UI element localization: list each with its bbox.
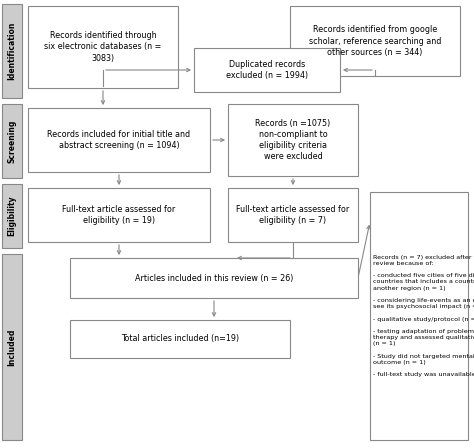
Bar — [28, 6, 178, 88]
Text: Full-text article assessed for
eligibility (n = 7): Full-text article assessed for eligibili… — [237, 205, 350, 225]
Bar — [2, 104, 22, 178]
Bar — [70, 320, 290, 358]
Bar — [2, 184, 22, 248]
Text: Records (n = 7) excluded after full-text
review because of:

- conducted five ci: Records (n = 7) excluded after full-text… — [373, 254, 474, 377]
Text: Full-text article assessed for
eligibility (n = 19): Full-text article assessed for eligibili… — [63, 205, 176, 225]
Text: Records (n =1075)
non-compliant to
eligibility criteria
were excluded: Records (n =1075) non-compliant to eligi… — [255, 119, 331, 161]
Text: Screening: Screening — [8, 119, 17, 163]
Text: Records included for initial title and
abstract screening (n = 1094): Records included for initial title and a… — [47, 130, 191, 150]
Bar — [2, 4, 22, 98]
Bar — [28, 188, 210, 242]
Text: Records identified from google
scholar, reference searching and
other sources (n: Records identified from google scholar, … — [309, 26, 441, 56]
Bar — [28, 108, 210, 172]
Text: Articles included in this review (n = 26): Articles included in this review (n = 26… — [135, 273, 293, 283]
Text: Identification: Identification — [8, 22, 17, 80]
Text: Eligibility: Eligibility — [8, 196, 17, 236]
Text: Included: Included — [8, 328, 17, 366]
Bar — [70, 258, 358, 298]
Bar — [290, 6, 460, 76]
Bar — [370, 192, 468, 440]
Text: Total articles included (n=19): Total articles included (n=19) — [121, 335, 239, 344]
Bar — [228, 104, 358, 176]
Bar — [2, 254, 22, 440]
Text: Duplicated records
excluded (n = 1994): Duplicated records excluded (n = 1994) — [226, 60, 308, 80]
Bar — [228, 188, 358, 242]
Text: Records identified through
six electronic databases (n =
3083): Records identified through six electroni… — [44, 31, 162, 63]
Bar — [194, 48, 340, 92]
